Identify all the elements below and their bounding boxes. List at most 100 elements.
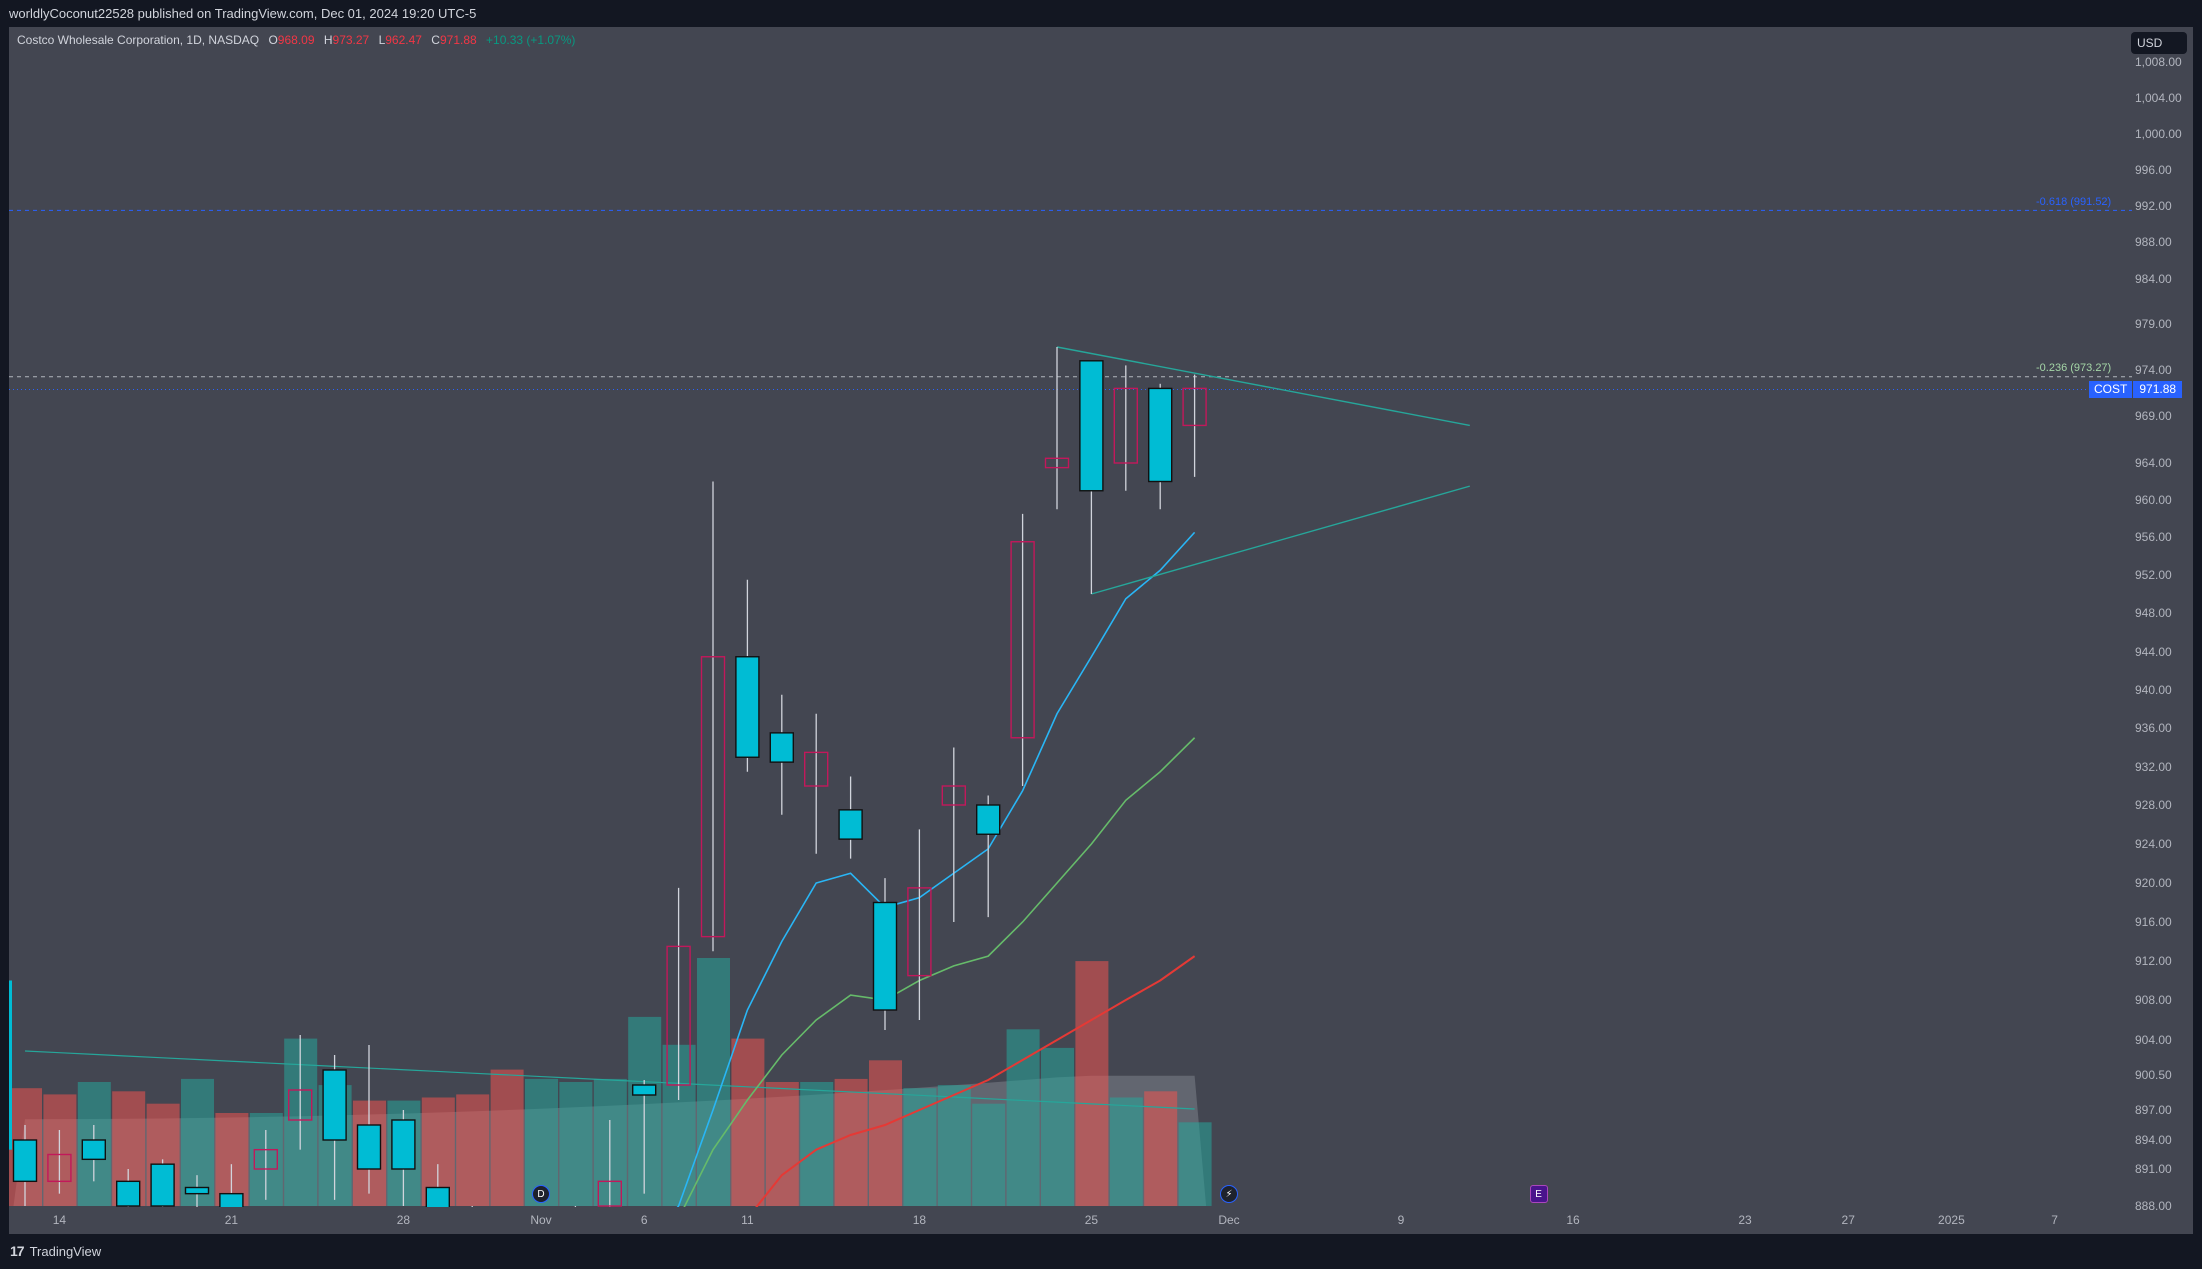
open-value: 968.09 (277, 33, 315, 47)
volume-bar (456, 1094, 490, 1206)
split-event-icon[interactable]: ⚡ (1220, 1185, 1238, 1203)
y-tick-label: 1,000.00 (2135, 127, 2182, 141)
candle-up (425, 1186, 450, 1207)
x-tick-label: 11 (741, 1213, 754, 1227)
change-value: +10.33 (+1.07%) (486, 33, 576, 47)
x-tick-label: Dec (1218, 1213, 1239, 1227)
candle-edge (9, 980, 12, 1150)
candle-down (1113, 387, 1139, 464)
x-tick-label: 14 (53, 1213, 67, 1227)
y-tick-label: 960.00 (2135, 493, 2172, 507)
low-key: L (378, 33, 386, 47)
candle-down (1182, 387, 1207, 427)
tradingview-brand: TradingView (29, 1244, 102, 1259)
candle-up (769, 732, 794, 763)
high-value: 973.27 (332, 33, 370, 47)
currency-button[interactable]: USD (2131, 32, 2187, 54)
volume-bar (559, 1082, 593, 1206)
volume-ma-line (24, 1050, 1195, 1110)
candle-up (735, 656, 760, 758)
candle-up (219, 1192, 244, 1207)
y-tick-label: 979.00 (2135, 317, 2172, 331)
volume-bar (731, 1038, 765, 1206)
y-tick-label: 940.00 (2135, 683, 2172, 697)
y-tick-label: 932.00 (2135, 760, 2172, 774)
y-tick-label: 924.00 (2135, 837, 2172, 851)
dividend-event-icon[interactable]: D (532, 1185, 550, 1203)
symbol-legend: Costco Wholesale Corporation, 1D, NASDAQ… (17, 33, 575, 47)
y-tick-label: 897.00 (2135, 1103, 2172, 1117)
x-tick-label: Nov (530, 1213, 551, 1227)
candle-up (632, 1084, 657, 1096)
volume-bar (697, 958, 730, 1206)
candle-down (47, 1153, 72, 1183)
candle-down (700, 656, 726, 938)
volume-bar (1006, 1029, 1040, 1206)
last-price-tag: COST 971.88 (2089, 381, 2183, 398)
candle-up (115, 1180, 141, 1207)
candle-down (597, 1180, 622, 1207)
volume-bar (1041, 1047, 1074, 1206)
fib-upper-label: -0.618 (991.52) (2036, 196, 2112, 209)
published-text: worldlyCoconut22528 published on Trading… (9, 6, 477, 21)
close-value: 971.88 (439, 33, 477, 47)
y-tick-label: 992.00 (2135, 199, 2172, 213)
volume-bar (903, 1088, 937, 1206)
candle-down (1044, 457, 1070, 469)
candle-up (356, 1124, 382, 1170)
volume-bar (1075, 961, 1109, 1206)
x-tick-label: 6 (641, 1213, 648, 1227)
volume-bar (834, 1078, 868, 1206)
y-tick-label: 928.00 (2135, 798, 2172, 812)
y-tick-label: 984.00 (2135, 272, 2172, 286)
y-tick-label: 956.00 (2135, 530, 2172, 544)
candle-down (804, 751, 829, 787)
candle-up (150, 1163, 175, 1207)
high-key: H (323, 33, 333, 47)
y-tick-label: 936.00 (2135, 721, 2172, 735)
x-tick-label: 27 (1842, 1213, 1856, 1227)
candle-down (288, 1089, 313, 1121)
bottom-bar: 17 TradingView (0, 1234, 2202, 1269)
y-tick-label: 996.00 (2135, 163, 2172, 177)
y-tick-label: 916.00 (2135, 915, 2172, 929)
ema-slow-line (755, 955, 1196, 1207)
volume-bar (525, 1078, 558, 1206)
price-tag-symbol: COST (2089, 381, 2133, 398)
x-tick-label: 18 (913, 1213, 927, 1227)
y-tick-label: 912.00 (2135, 954, 2172, 968)
ema-mid-line (683, 737, 1196, 1207)
y-tick-label: 948.00 (2135, 606, 2172, 620)
candle-down (1010, 541, 1035, 739)
y-tick-label: 969.00 (2135, 409, 2172, 423)
candle-up (391, 1119, 416, 1170)
y-tick-label: 974.00 (2135, 363, 2172, 377)
volume-bar (869, 1060, 902, 1206)
candle-up (1079, 360, 1104, 492)
close-key: C (431, 33, 440, 47)
x-tick-label: 7 (2051, 1213, 2058, 1227)
tradingview-logo-icon: 17 (10, 1243, 25, 1259)
y-tick-label: 1,004.00 (2135, 91, 2182, 105)
candle-down (941, 785, 966, 806)
candle-up (838, 809, 863, 840)
x-tick-label: 25 (1085, 1213, 1099, 1227)
tradingview-logo[interactable]: 17 TradingView (10, 1234, 101, 1269)
fib-lower-label: -0.236 (973.27) (2036, 361, 2112, 374)
x-tick-label: 16 (1566, 1213, 1580, 1227)
candle-up (12, 1139, 38, 1183)
y-tick-label: 891.00 (2135, 1162, 2172, 1176)
candle-up (872, 901, 898, 1011)
y-tick-label: 920.00 (2135, 876, 2172, 890)
candle-down (253, 1148, 279, 1170)
volume-bar (1109, 1097, 1143, 1206)
top-bar: worldlyCoconut22528 published on Trading… (0, 0, 2202, 27)
open-key: O (268, 33, 278, 47)
volume-bar (972, 1103, 1006, 1206)
y-tick-label: 988.00 (2135, 235, 2172, 249)
earnings-event-icon[interactable]: E (1529, 1185, 1548, 1203)
y-tick-label: 904.00 (2135, 1033, 2172, 1047)
x-tick-label: 28 (397, 1213, 411, 1227)
y-tick-label: 944.00 (2135, 645, 2172, 659)
